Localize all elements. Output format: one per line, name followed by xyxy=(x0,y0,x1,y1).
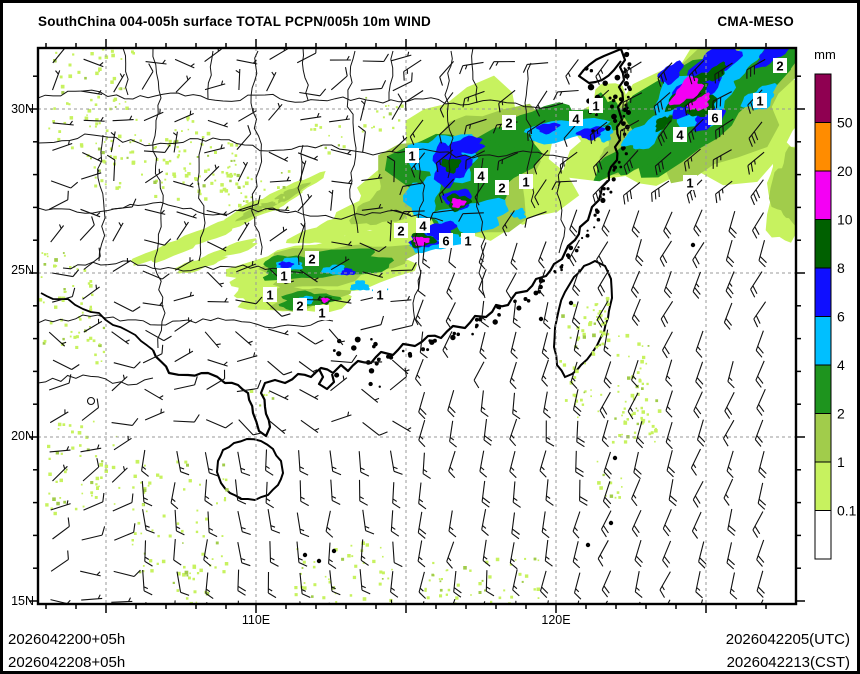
contour-value-label: 1 xyxy=(464,234,471,249)
precip-area-l4 xyxy=(350,280,370,291)
lat-axis-label: 15N xyxy=(11,594,34,608)
contour-value-label: 1 xyxy=(686,176,693,191)
colorbar-tick-label: 50 xyxy=(837,115,853,131)
contour-value-label: 2 xyxy=(397,224,404,239)
contour-value-label: 4 xyxy=(676,128,684,143)
precip-area-l6 xyxy=(440,135,486,155)
colorbar-swatch-l01 xyxy=(814,461,832,511)
contour-value-label: 4 xyxy=(419,219,427,234)
wind-barbs-layer xyxy=(48,48,767,604)
precip-area-l01 xyxy=(195,238,258,262)
precip-area-l1 xyxy=(234,200,282,222)
colorbar-swatch-l2 xyxy=(814,364,832,414)
colorbar-tick-label: 20 xyxy=(837,163,853,179)
contour-value-label: 1 xyxy=(376,288,383,303)
contour-value-label: 1 xyxy=(522,175,529,190)
precip-area-l1 xyxy=(349,188,413,226)
contour-value-label: 6 xyxy=(442,234,449,249)
colorbar-swatch-l8 xyxy=(814,219,832,269)
precip-colorbar: mm 50 20 10 8 6 4 2 1 0.1 xyxy=(814,47,857,560)
colorbar-tick-label: 2 xyxy=(837,406,845,422)
contour-value-label: 2 xyxy=(505,116,512,131)
colorbar-unit: mm xyxy=(814,47,836,62)
precip-area-l10 xyxy=(320,297,330,304)
contour-value-label: 4 xyxy=(477,169,485,184)
colorbar-swatch-l10 xyxy=(814,170,832,220)
lon-axis-label: 120E xyxy=(541,613,570,627)
contour-value-label: 1 xyxy=(592,99,599,114)
contour-value-label: 2 xyxy=(776,59,783,74)
colorbar-swatch-w xyxy=(814,510,832,560)
colorbar-tick-label: 0.1 xyxy=(837,503,857,519)
coastal-islands xyxy=(302,48,696,564)
precip-area-l4 xyxy=(509,207,527,220)
colorbar-swatch-l1 xyxy=(814,413,832,463)
map-frame-axes: 110E 120E 30N 25N 20N 15N xyxy=(11,39,805,627)
precip-area-l6 xyxy=(278,261,295,270)
precip-area-l1 xyxy=(768,146,796,227)
light-rain-speckles xyxy=(38,48,662,604)
contour-value-label: 2 xyxy=(308,252,315,267)
contour-value-label: 1 xyxy=(408,149,415,164)
contour-value-label: 1 xyxy=(280,269,287,284)
precip-area-l6 xyxy=(575,126,606,141)
precip-area-l8 xyxy=(701,61,727,83)
precip-area-l01 xyxy=(285,218,351,244)
colorbar-swatch-l20 xyxy=(814,122,832,172)
colorbar-tick-label: 1 xyxy=(837,454,845,470)
latlon-gridlines xyxy=(38,48,796,604)
precip-area-l10 xyxy=(451,197,467,209)
contour-value-label: 1 xyxy=(266,288,273,303)
coastline xyxy=(40,48,627,438)
contour-value-label: 1 xyxy=(756,94,763,109)
contour-value-label: 2 xyxy=(498,181,505,196)
precip-area-l4 xyxy=(403,175,441,227)
precip-layer xyxy=(130,48,796,312)
lon-axis-label: 110E xyxy=(242,613,270,627)
lat-axis-label: 20N xyxy=(11,429,34,443)
colorbar-tick-label: 6 xyxy=(837,309,845,325)
colorbar-tick-label: 8 xyxy=(837,260,845,276)
precip-area-l10 xyxy=(687,92,710,112)
colorbar-swatch-l6 xyxy=(814,267,832,317)
contour-value-label: 1 xyxy=(318,306,325,321)
lat-axis-label: 25N xyxy=(11,263,34,277)
contour-value-label: 2 xyxy=(296,299,303,314)
precip-area-l6 xyxy=(754,48,790,69)
precip-area-l8 xyxy=(655,115,673,133)
precip-area-l8 xyxy=(440,158,462,174)
precip-area-l10 xyxy=(668,76,705,106)
lat-axis-label: 30N xyxy=(11,102,34,116)
precip-area-l2 xyxy=(262,248,395,281)
precip-area-l6 xyxy=(535,122,561,135)
precip-area-l6 xyxy=(686,48,743,78)
precip-area-l6 xyxy=(657,60,684,86)
precip-area-l01 xyxy=(173,256,229,274)
province-boundaries xyxy=(38,48,569,386)
colorbar-swatch-l50 xyxy=(814,73,832,123)
contour-value-label: 4 xyxy=(572,112,580,127)
colorbar-swatch-l4 xyxy=(814,316,832,366)
contour-value-label: 6 xyxy=(711,111,718,126)
colorbar-tick-label: 10 xyxy=(837,212,853,228)
colorbar-tick-label: 4 xyxy=(837,357,845,373)
